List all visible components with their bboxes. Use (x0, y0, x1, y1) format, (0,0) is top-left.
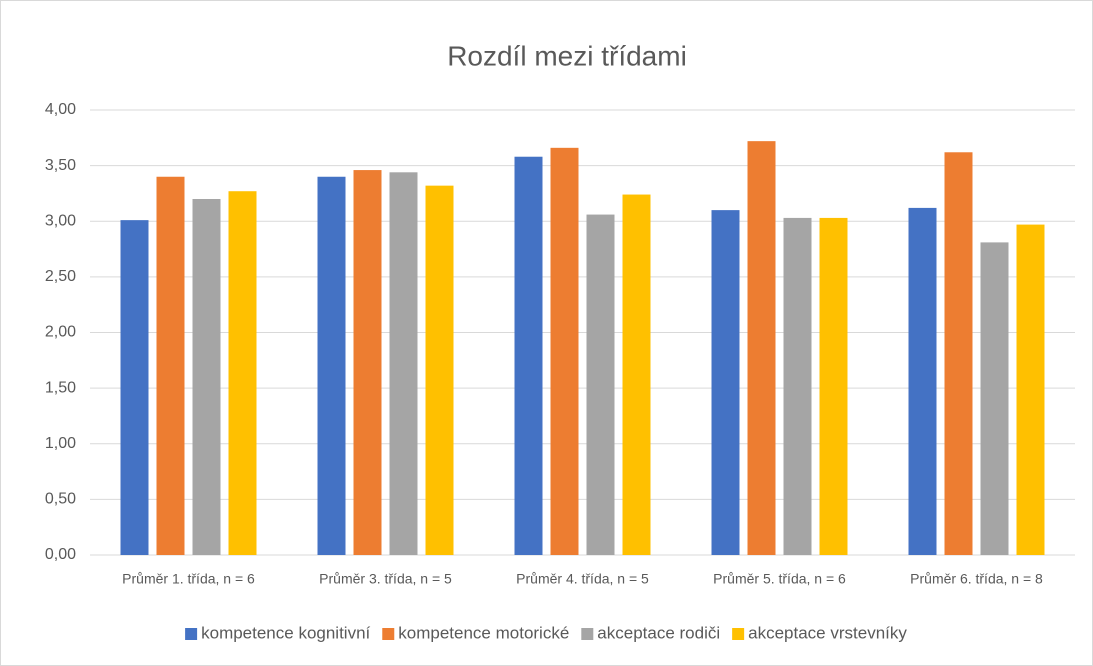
legend-label: akceptace rodiči (597, 623, 720, 642)
bar (317, 176, 346, 555)
legend-swatch (185, 628, 198, 640)
legend-swatch (382, 628, 395, 640)
y-tick-label: 2,00 (45, 324, 76, 341)
bar (550, 147, 579, 555)
y-tick-label: 2,50 (45, 268, 76, 285)
bar (622, 194, 651, 556)
bar (120, 220, 149, 555)
legend-label: akceptace vrstevníky (748, 623, 907, 642)
bar (783, 217, 812, 555)
legend-swatch (581, 628, 594, 640)
chart-title: Rozdíl mezi třídami (447, 40, 687, 71)
y-tick-label: 1,50 (45, 379, 76, 396)
x-tick-label: Průměr 4. třída, n = 5 (516, 571, 649, 587)
bar (425, 185, 454, 555)
x-tick-label: Průměr 6. třída, n = 8 (910, 571, 1043, 587)
bar (156, 176, 185, 555)
bar (711, 210, 740, 555)
bar (1016, 224, 1045, 555)
x-tick-label: Průměr 3. třída, n = 5 (319, 571, 452, 587)
bar (980, 242, 1009, 555)
legend-label: kompetence kognitivní (201, 623, 370, 642)
bar (908, 207, 937, 555)
bar (586, 214, 615, 555)
y-tick-label: 3,50 (45, 157, 76, 174)
y-tick-label: 3,00 (45, 212, 76, 229)
x-tick-label: Průměr 1. třída, n = 6 (122, 571, 255, 587)
bar (353, 170, 382, 555)
y-tick-label: 0,00 (45, 546, 76, 563)
bar (514, 156, 543, 555)
bar (944, 152, 973, 555)
y-tick-label: 0,50 (45, 491, 76, 508)
legend-swatch (732, 628, 745, 640)
bar (192, 199, 221, 555)
x-tick-label: Průměr 5. třída, n = 6 (713, 571, 846, 587)
bar (228, 191, 257, 555)
bar (819, 217, 848, 555)
legend-label: kompetence motorické (398, 623, 569, 642)
bar (389, 172, 418, 556)
y-tick-label: 4,00 (45, 101, 76, 118)
bar (747, 141, 776, 555)
y-tick-label: 1,00 (45, 435, 76, 452)
